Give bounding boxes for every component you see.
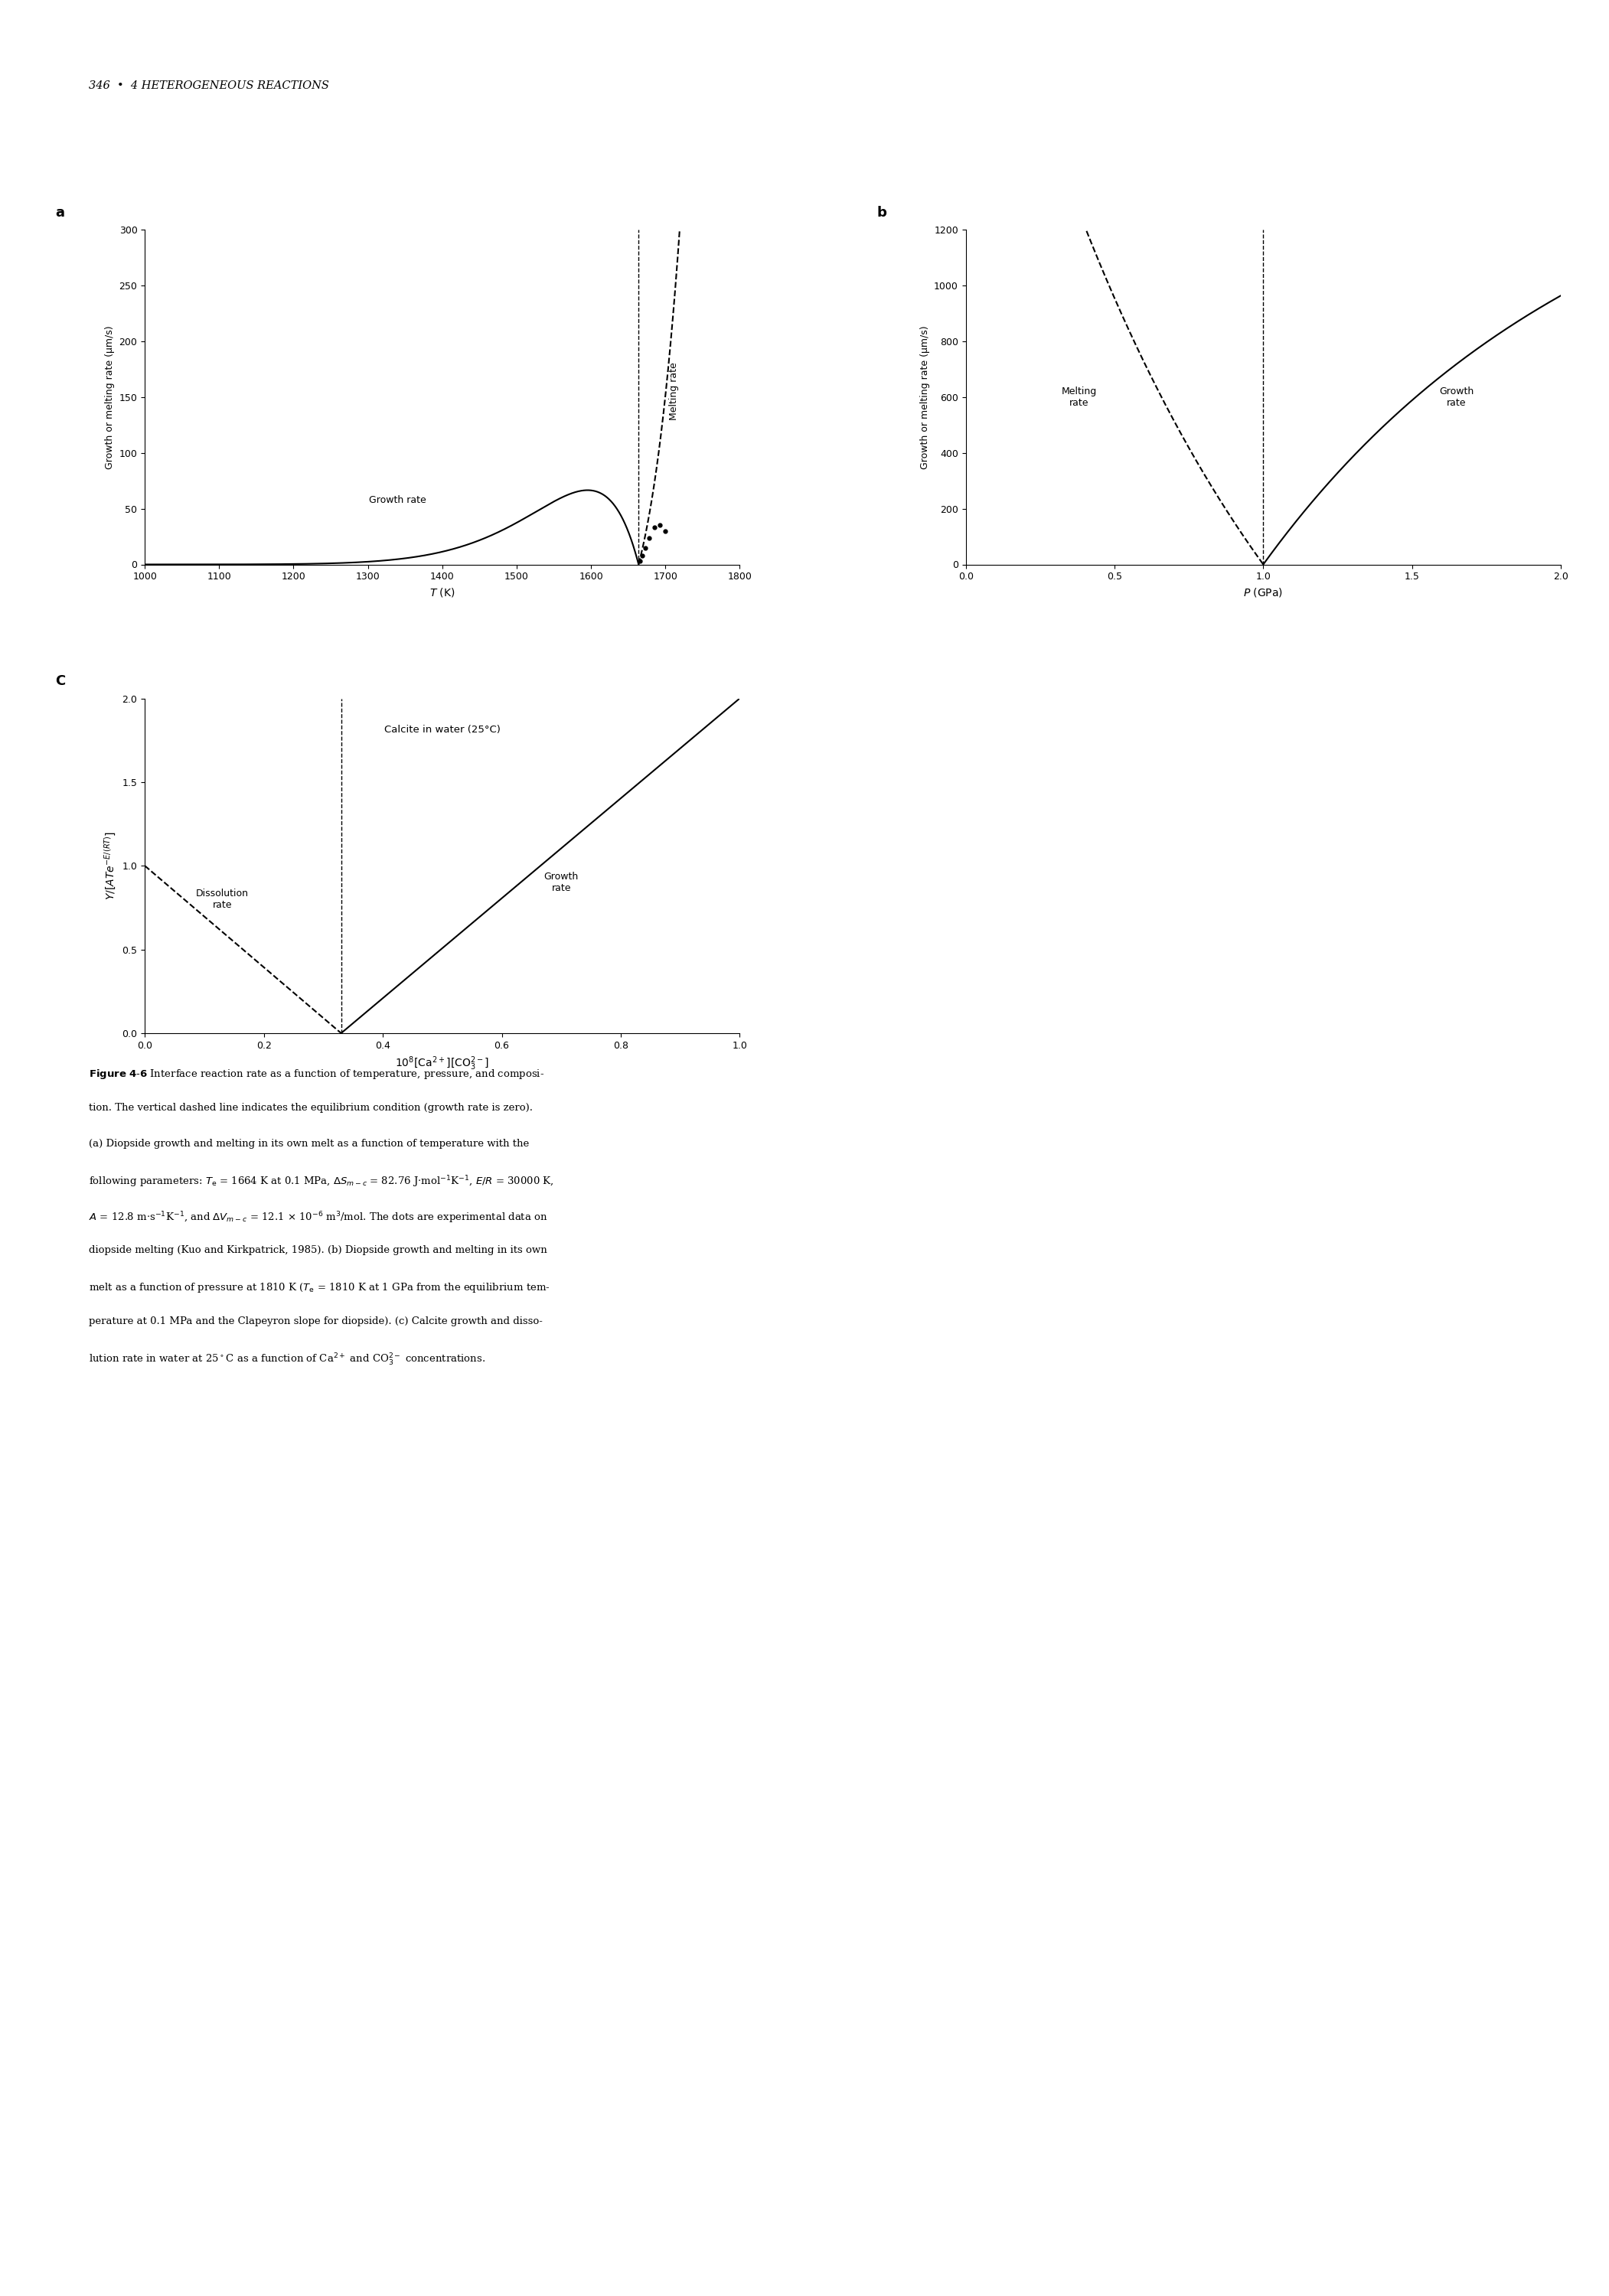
Text: Melting
rate: Melting rate	[1062, 386, 1097, 409]
Text: perature at 0.1 MPa and the Clapeyron slope for diopside). (c) Calcite growth an: perature at 0.1 MPa and the Clapeyron sl…	[88, 1316, 542, 1327]
Text: lution rate in water at 25$^\circ$C as a function of Ca$^{2+}$ and CO$_3^{2-}$ c: lution rate in water at 25$^\circ$C as a…	[88, 1352, 486, 1368]
X-axis label: $10^8[\mathrm{Ca}^{2+}][\mathrm{CO}_3^{2-}]$: $10^8[\mathrm{Ca}^{2+}][\mathrm{CO}_3^{2…	[396, 1054, 489, 1072]
Text: C: C	[56, 675, 66, 689]
Text: Dissolution
rate: Dissolution rate	[196, 889, 248, 909]
Text: 346  •  4 HETEROGENEOUS REACTIONS: 346 • 4 HETEROGENEOUS REACTIONS	[88, 80, 328, 92]
Text: Calcite in water (25°C): Calcite in water (25°C)	[385, 726, 500, 735]
Text: $A$ = 12.8 m$\cdot$s$^{-1}$K$^{-1}$, and $\Delta V_{m-c}$ = 12.1 $\times$ 10$^{-: $A$ = 12.8 m$\cdot$s$^{-1}$K$^{-1}$, and…	[88, 1210, 547, 1226]
Text: Growth
rate: Growth rate	[1440, 386, 1474, 409]
Text: melt as a function of pressure at 1810 K ($T_\mathrm{e}$ = 1810 K at 1 GPa from : melt as a function of pressure at 1810 K…	[88, 1281, 550, 1295]
Y-axis label: $Y/[ATe^{-E/(RT)}]$: $Y/[ATe^{-E/(RT)}]$	[103, 831, 117, 900]
X-axis label: $T$ (K): $T$ (K)	[430, 585, 455, 599]
Text: Growth
rate: Growth rate	[544, 872, 579, 893]
Text: tion. The vertical dashed line indicates the equilibrium condition (growth rate : tion. The vertical dashed line indicates…	[88, 1102, 533, 1114]
Text: b: b	[877, 207, 887, 220]
Text: Growth rate: Growth rate	[368, 496, 426, 505]
X-axis label: $P$ (GPa): $P$ (GPa)	[1244, 585, 1282, 599]
Text: following parameters: $T_\mathrm{e}$ = 1664 K at 0.1 MPa, $\Delta S_{m-c}$ = 82.: following parameters: $T_\mathrm{e}$ = 1…	[88, 1173, 553, 1189]
Text: diopside melting (Kuo and Kirkpatrick, 1985). (b) Diopside growth and melting in: diopside melting (Kuo and Kirkpatrick, 1…	[88, 1244, 547, 1256]
Y-axis label: Growth or melting rate (μm/s): Growth or melting rate (μm/s)	[105, 326, 114, 468]
Y-axis label: Growth or melting rate (μm/s): Growth or melting rate (μm/s)	[920, 326, 930, 468]
Text: (a) Diopside growth and melting in its own melt as a function of temperature wit: (a) Diopside growth and melting in its o…	[88, 1139, 529, 1148]
Text: $\mathbf{Figure\ 4\text{-}6}$ Interface reaction rate as a function of temperatu: $\mathbf{Figure\ 4\text{-}6}$ Interface …	[88, 1068, 544, 1081]
Text: Melting rate: Melting rate	[669, 363, 679, 420]
Text: a: a	[56, 207, 64, 220]
